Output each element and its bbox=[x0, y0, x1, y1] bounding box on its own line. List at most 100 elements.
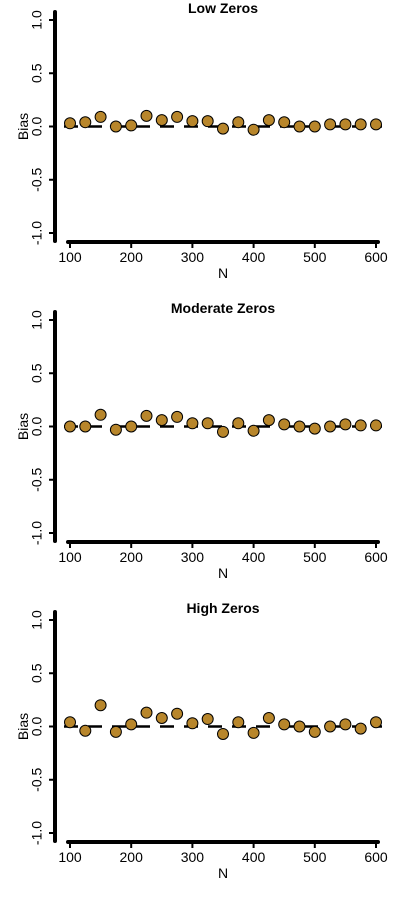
y-tick-label: 1.0 bbox=[29, 610, 45, 630]
data-point bbox=[201, 115, 214, 128]
data-point bbox=[201, 417, 214, 430]
y-tick-label: -1.0 bbox=[29, 521, 45, 545]
x-tick-label: 100 bbox=[58, 249, 82, 265]
chart-panel-3: High Zeros -1.0 -0.5 0.0 0.5 1.0 100 200 300 400 5… bbox=[15, 600, 388, 881]
data-point bbox=[370, 419, 382, 432]
data-point bbox=[217, 727, 229, 740]
data-point bbox=[217, 425, 229, 438]
data-point bbox=[64, 117, 76, 130]
x-tick-label: 300 bbox=[181, 249, 205, 265]
x-tick-label: 300 bbox=[181, 549, 205, 565]
data-point bbox=[308, 120, 321, 133]
data-point bbox=[217, 122, 229, 135]
chart-panel-1: Low Zeros -1.0 -0.5 0.0 0.5 1.0 100 200 300 400 50… bbox=[15, 0, 388, 281]
y-tick-label: 0.0 bbox=[29, 117, 45, 137]
x-tick-label: 300 bbox=[181, 849, 205, 865]
data-point bbox=[262, 711, 275, 724]
x-tick-label: 400 bbox=[242, 849, 266, 865]
data-point bbox=[201, 713, 214, 726]
y-tick-label: -0.5 bbox=[29, 767, 45, 791]
x-tick-label: 500 bbox=[303, 249, 327, 265]
data-point bbox=[278, 116, 291, 129]
data-point bbox=[140, 706, 153, 719]
y-tick-label: -1.0 bbox=[29, 821, 45, 845]
data-point bbox=[278, 418, 291, 431]
data-point bbox=[186, 115, 199, 128]
data-point bbox=[293, 720, 306, 733]
data-point bbox=[354, 118, 367, 131]
data-point bbox=[293, 120, 306, 133]
chart-panel-2: Moderate Zeros -1.0 -0.5 0.0 0.5 1.0 100 200 300… bbox=[15, 300, 388, 581]
data-point bbox=[247, 726, 260, 739]
data-point bbox=[278, 718, 291, 731]
data-point bbox=[339, 118, 352, 131]
y-tick-label: 0.0 bbox=[29, 717, 45, 737]
x-tick-label: 200 bbox=[120, 849, 144, 865]
x-tick-label: 600 bbox=[364, 549, 388, 565]
data-point bbox=[262, 114, 275, 127]
data-point bbox=[79, 724, 92, 737]
data-point bbox=[171, 410, 184, 423]
data-point bbox=[308, 725, 321, 738]
data-point bbox=[354, 722, 367, 735]
x-tick-label: 200 bbox=[120, 249, 144, 265]
data-point bbox=[324, 118, 337, 131]
y-tick-label: -0.5 bbox=[29, 167, 45, 191]
data-point bbox=[171, 707, 184, 720]
data-point bbox=[339, 418, 352, 431]
data-point bbox=[64, 420, 76, 433]
y-tick-label: 1.0 bbox=[29, 10, 45, 30]
y-tick-label: 0.5 bbox=[29, 363, 45, 383]
y-axis-label: Bias bbox=[15, 713, 31, 740]
data-point bbox=[171, 110, 184, 123]
y-tick-label: 0.5 bbox=[29, 663, 45, 683]
data-point bbox=[247, 424, 260, 437]
data-point bbox=[232, 417, 245, 430]
y-tick-label: -1.0 bbox=[29, 221, 45, 245]
x-tick-label: 500 bbox=[303, 849, 327, 865]
y-axis-label: Bias bbox=[15, 113, 31, 140]
data-point bbox=[186, 717, 199, 730]
data-point bbox=[140, 109, 153, 122]
chart-title: Low Zeros bbox=[188, 0, 258, 16]
data-point bbox=[232, 116, 245, 129]
data-point bbox=[155, 114, 168, 127]
data-point bbox=[64, 716, 76, 729]
data-point bbox=[125, 420, 138, 433]
chart-title: Moderate Zeros bbox=[171, 300, 275, 316]
x-tick-label: 100 bbox=[58, 549, 82, 565]
data-point bbox=[324, 720, 337, 733]
data-point bbox=[94, 110, 107, 123]
x-axis-label: N bbox=[218, 265, 228, 281]
data-point bbox=[262, 414, 275, 427]
data-point bbox=[339, 718, 352, 731]
data-point bbox=[125, 718, 138, 731]
data-point bbox=[232, 716, 245, 729]
data-point bbox=[247, 123, 260, 136]
x-tick-label: 200 bbox=[120, 549, 144, 565]
data-point bbox=[308, 422, 321, 435]
x-tick-label: 400 bbox=[242, 549, 266, 565]
y-tick-label: 0.0 bbox=[29, 417, 45, 437]
x-axis-label: N bbox=[218, 865, 228, 881]
data-point bbox=[140, 409, 153, 422]
data-point bbox=[370, 716, 382, 729]
y-tick-label: 0.5 bbox=[29, 63, 45, 83]
data-point bbox=[125, 119, 138, 132]
y-tick-label: 1.0 bbox=[29, 310, 45, 330]
x-tick-label: 600 bbox=[364, 249, 388, 265]
y-axis-label: Bias bbox=[15, 413, 31, 440]
x-tick-label: 600 bbox=[364, 849, 388, 865]
x-axis-label: N bbox=[218, 565, 228, 581]
data-point bbox=[293, 420, 306, 433]
data-point bbox=[324, 420, 337, 433]
data-point bbox=[155, 711, 168, 724]
data-point bbox=[94, 408, 107, 421]
data-point bbox=[79, 420, 92, 433]
data-point bbox=[155, 414, 168, 427]
data-point bbox=[370, 118, 382, 131]
y-tick-label: -0.5 bbox=[29, 467, 45, 491]
data-point bbox=[79, 116, 92, 129]
data-point bbox=[109, 423, 122, 436]
